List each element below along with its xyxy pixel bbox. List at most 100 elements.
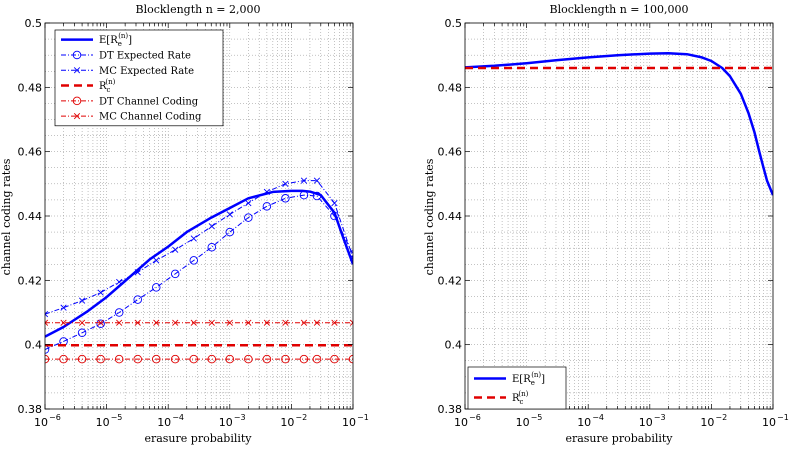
circle-marker xyxy=(133,354,142,364)
legend-label: Rc(n) xyxy=(99,78,116,94)
x-tick-exponent: −2 xyxy=(715,413,727,422)
chart-title: Blocklength n = 100,000 xyxy=(550,3,689,16)
x-marker xyxy=(190,319,197,326)
x-marker xyxy=(172,319,179,326)
x-marker xyxy=(282,180,289,187)
circle-marker xyxy=(189,354,199,364)
circle-marker xyxy=(96,319,105,329)
x-tick-exponent: −5 xyxy=(531,413,543,422)
circle-marker xyxy=(77,354,87,364)
x-marker xyxy=(78,319,86,326)
circle-marker xyxy=(299,354,309,364)
x-marker xyxy=(153,257,160,264)
legend-box xyxy=(54,29,224,127)
circle-marker xyxy=(189,256,199,265)
x-tick-label: 10 xyxy=(516,416,530,429)
series-line xyxy=(465,51,773,196)
x-tick-label: 10 xyxy=(762,416,776,429)
circle-marker xyxy=(281,354,290,364)
circle-marker xyxy=(133,295,142,304)
x-marker xyxy=(116,278,123,286)
x-tick-exponent: −5 xyxy=(111,413,123,422)
x-tick-exponent: −4 xyxy=(592,413,604,422)
circle-marker xyxy=(170,269,180,279)
y-tick-label: 0.5 xyxy=(445,17,463,30)
x-marker xyxy=(226,319,233,326)
legend-label: Rc(n) xyxy=(512,390,529,406)
x-marker xyxy=(263,319,271,326)
circle-marker xyxy=(225,354,235,364)
x-marker xyxy=(331,200,338,207)
y-tick-label: 0.4 xyxy=(445,339,463,352)
y-tick-label: 0.44 xyxy=(18,210,43,223)
y-tick-label: 0.44 xyxy=(438,210,463,223)
tick-marks: 10 −6 10 −5 10 −4 10 −3 10 −2 10 −10.380.40.420.440… xyxy=(438,17,789,429)
x-marker xyxy=(300,319,308,326)
x-marker xyxy=(78,297,86,304)
x-marker xyxy=(97,289,104,296)
x-marker xyxy=(153,319,160,326)
circle-marker xyxy=(77,328,87,338)
series-line xyxy=(45,194,353,350)
y-tick-label: 0.48 xyxy=(438,81,463,94)
x-marker xyxy=(172,246,179,253)
y-tick-label: 0.42 xyxy=(18,274,43,287)
x-tick-exponent: −6 xyxy=(469,413,481,422)
x-tick-label: 10 xyxy=(96,416,110,429)
circle-marker xyxy=(114,354,124,364)
circle-marker xyxy=(72,50,82,60)
x-axis-label: erasure probability xyxy=(565,432,673,445)
circle-marker xyxy=(330,354,339,364)
circle-marker xyxy=(207,242,217,252)
x-tick-label: 10 xyxy=(700,416,714,429)
circle-marker xyxy=(262,354,272,364)
legend: E[Re(n)] DT Expected Rate MC Expected Rate… xyxy=(54,29,224,127)
chart-left: Blocklength n = 2,000 10 −6 10 −5 10 −4 10 −3 10… xyxy=(0,3,369,445)
grid xyxy=(465,23,773,409)
circle-marker xyxy=(244,354,253,364)
x-marker xyxy=(97,319,104,326)
circle-marker xyxy=(262,202,272,211)
circle-marker xyxy=(281,194,290,203)
x-marker xyxy=(331,319,338,326)
circle-marker xyxy=(152,354,161,364)
x-marker xyxy=(73,67,81,74)
y-tick-label: 0.38 xyxy=(18,403,43,416)
x-marker xyxy=(245,319,252,326)
x-axis-label: erasure probability xyxy=(144,432,252,445)
x-marker xyxy=(300,177,308,184)
circle-marker xyxy=(72,96,82,106)
circle-marker xyxy=(170,354,180,364)
x-marker xyxy=(60,304,67,311)
circle-marker xyxy=(348,250,353,259)
series-line xyxy=(45,189,353,338)
x-marker xyxy=(116,319,123,326)
circle-marker xyxy=(244,213,253,222)
plot-series xyxy=(465,51,773,196)
x-tick-exponent: −1 xyxy=(357,413,369,422)
x-tick-label: 10 xyxy=(342,416,356,429)
y-axis-label: channel coding rates xyxy=(423,158,436,275)
series-line xyxy=(45,180,353,315)
y-tick-label: 0.5 xyxy=(25,17,43,30)
legend-label: E[Re(n)] xyxy=(512,371,545,387)
chart-right: Blocklength n = 100,000 10 −6 10 −5 10 −4 10 −3… xyxy=(423,3,789,445)
x-marker xyxy=(349,254,353,261)
x-tick-exponent: −3 xyxy=(654,413,666,422)
x-marker xyxy=(45,310,49,318)
x-marker xyxy=(245,200,252,207)
circle-marker xyxy=(312,354,322,364)
x-marker xyxy=(313,177,321,184)
x-tick-label: 10 xyxy=(157,416,171,429)
x-marker xyxy=(349,319,353,326)
x-marker xyxy=(282,319,289,326)
plot-series xyxy=(45,177,353,364)
series-area xyxy=(45,177,353,364)
x-marker xyxy=(313,319,321,326)
y-tick-label: 0.48 xyxy=(18,81,43,94)
x-tick-label: 10 xyxy=(577,416,591,429)
x-tick-exponent: −1 xyxy=(777,413,789,422)
legend: E[Re(n)] Rc(n) xyxy=(467,366,567,410)
circle-marker xyxy=(225,227,235,237)
